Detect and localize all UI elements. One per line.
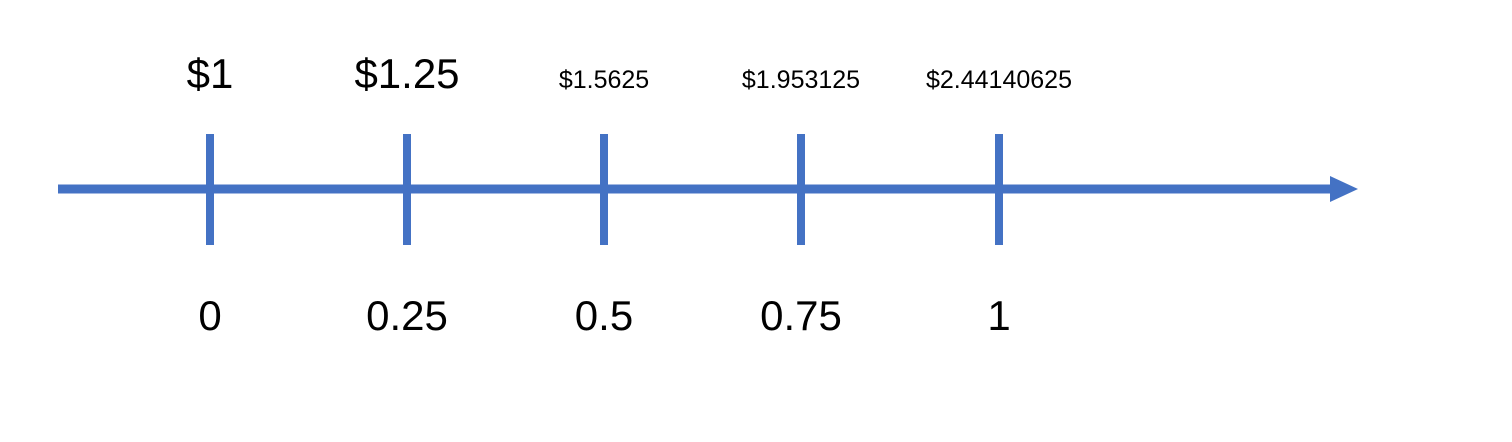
time-label: 0.25 [366, 292, 448, 339]
time-label: 1 [987, 292, 1010, 339]
value-label: $2.44140625 [926, 66, 1072, 94]
value-label: $1.953125 [742, 66, 860, 94]
time-label: 0 [198, 292, 221, 339]
timeline-arrowhead [1330, 176, 1358, 202]
value-label: $1.5625 [559, 66, 649, 94]
timeline-time-labels: 0 0.25 0.5 0.75 1 [198, 292, 1010, 339]
value-label: $1.25 [354, 50, 459, 97]
value-label: $1 [187, 50, 234, 97]
timeline-value-labels: $1 $1.25 $1.5625 $1.953125 $2.44140625 [187, 50, 1072, 97]
time-label: 0.75 [760, 292, 842, 339]
time-label: 0.5 [575, 292, 633, 339]
